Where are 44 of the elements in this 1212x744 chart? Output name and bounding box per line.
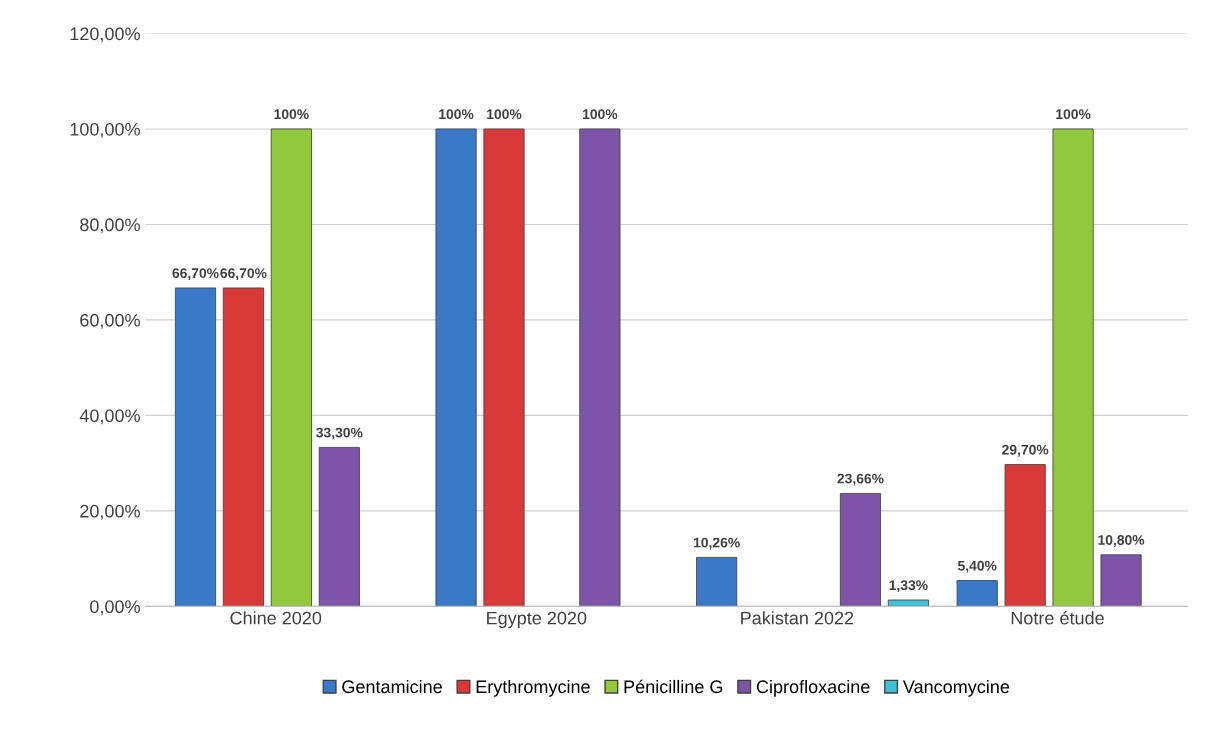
bar bbox=[1052, 128, 1094, 607]
bar bbox=[1100, 554, 1142, 607]
bar bbox=[579, 128, 621, 607]
bar bbox=[318, 446, 360, 607]
data-label: 66,70% bbox=[172, 268, 219, 281]
legend-label: Gentamicine bbox=[342, 679, 442, 694]
x-tick-label: Notre étude bbox=[1011, 611, 1104, 625]
y-tick-label: 20,00% bbox=[80, 504, 140, 520]
bar bbox=[435, 128, 477, 607]
data-label: 100% bbox=[274, 109, 309, 120]
x-tick-label: Egypte 2020 bbox=[487, 611, 587, 629]
data-label: 23,66% bbox=[837, 473, 884, 486]
data-label: 100% bbox=[487, 109, 522, 120]
data-label: 29,70% bbox=[1002, 444, 1049, 457]
y-tick-label: 120,00% bbox=[70, 27, 140, 43]
data-label: 100% bbox=[1056, 109, 1091, 120]
x-tick-label: Pakistan 2022 bbox=[741, 611, 854, 625]
legend-label: Vancomycine bbox=[902, 679, 1010, 697]
bar bbox=[222, 287, 264, 607]
y-tick-label: 60,00% bbox=[80, 313, 140, 329]
data-label: 33,30% bbox=[316, 427, 363, 440]
bar bbox=[174, 287, 217, 607]
legend-label: Erythromycine bbox=[476, 679, 590, 697]
y-tick-label: 80,00% bbox=[80, 218, 140, 234]
data-label: 5,40% bbox=[957, 560, 997, 573]
data-label: 10,26% bbox=[693, 537, 740, 550]
bar bbox=[839, 492, 882, 607]
data-label: 100% bbox=[439, 109, 474, 120]
legend-label: Pénicilline G bbox=[624, 679, 723, 694]
y-tick-label: 40,00% bbox=[79, 409, 140, 425]
data-label: 1,33% bbox=[889, 580, 928, 593]
x-tick-label: Chine 2020 bbox=[230, 611, 322, 625]
bar bbox=[270, 128, 312, 607]
data-label: 10,80% bbox=[1098, 535, 1145, 547]
y-tick-label: 0,00% bbox=[90, 600, 140, 616]
y-tick-label: 100,00% bbox=[70, 122, 140, 138]
legend-label: Ciprofloxacine bbox=[756, 679, 870, 697]
data-label: 100% bbox=[583, 109, 618, 120]
bar bbox=[696, 556, 738, 607]
bar bbox=[1004, 464, 1046, 607]
data-label: 66,70% bbox=[220, 268, 267, 281]
bar bbox=[887, 599, 929, 607]
bar bbox=[483, 128, 525, 607]
bar bbox=[956, 580, 998, 607]
